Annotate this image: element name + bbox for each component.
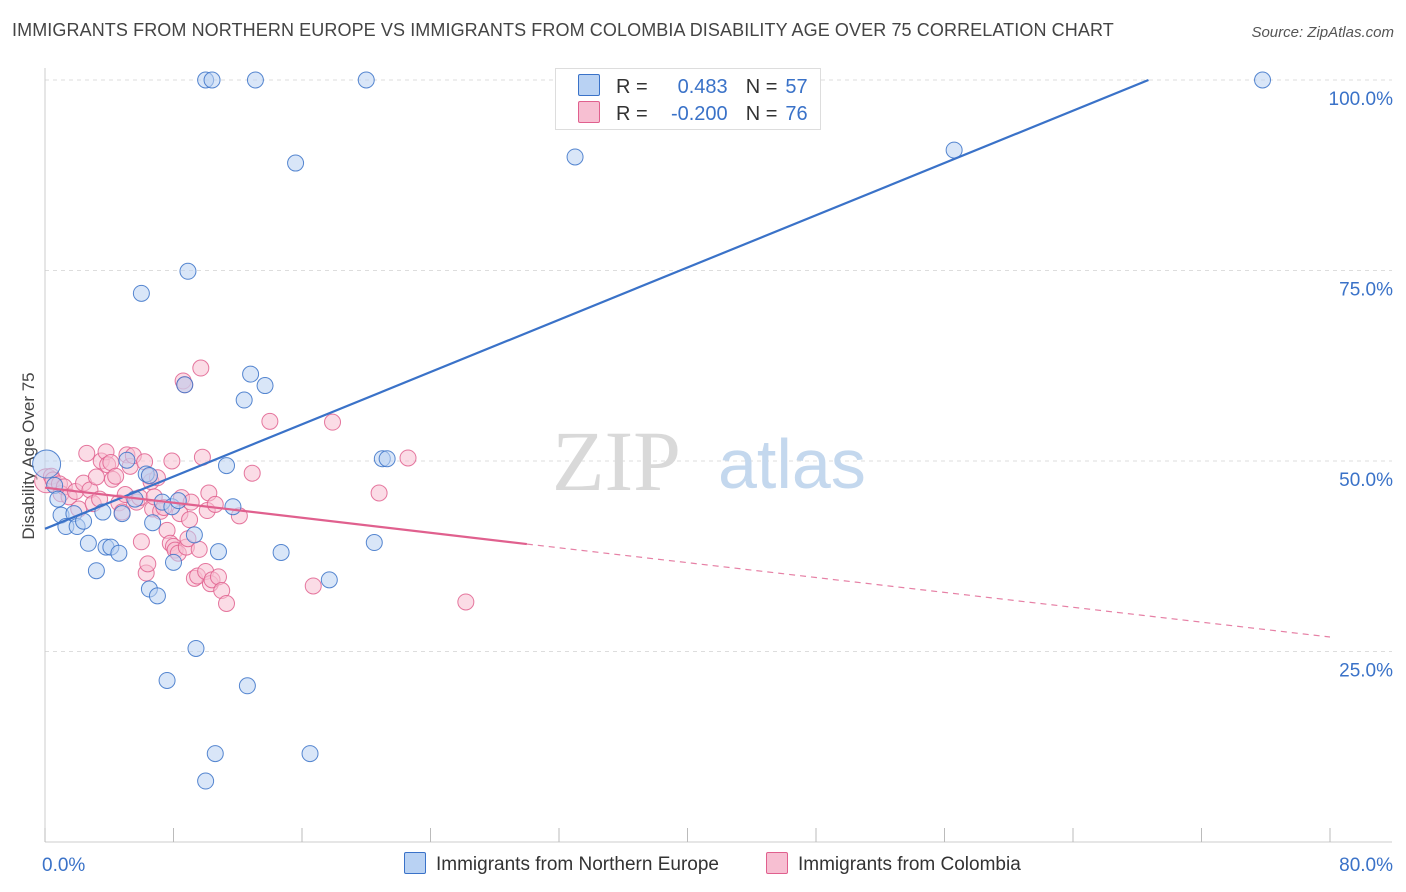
point-northern-europe [287, 154, 305, 172]
trend-line-northern-europe [44, 78, 1149, 530]
point-colombia [87, 468, 105, 486]
point-northern-europe [165, 553, 182, 571]
point-colombia [324, 413, 342, 431]
point-northern-europe [256, 377, 274, 395]
trend-line-colombia [44, 486, 528, 546]
point-northern-europe [179, 262, 197, 280]
point-northern-europe [87, 562, 105, 580]
point-northern-europe [209, 543, 227, 561]
y-axis-title: Disability Age Over 75 [19, 372, 38, 539]
correlation-legend: R = 0.483 N = 57 R = -0.200 N = 76 [555, 68, 821, 130]
point-northern-europe [79, 534, 97, 552]
point-northern-europe [365, 534, 383, 552]
legend-row-northern-europe: R = 0.483 N = 57 [578, 74, 808, 100]
point-northern-europe [158, 671, 176, 689]
legend-r-label: R = [616, 103, 648, 125]
point-northern-europe [148, 587, 166, 605]
point-colombia [107, 467, 125, 485]
point-northern-europe [187, 639, 205, 657]
legend-r-value: 0.483 [677, 76, 728, 98]
point-northern-europe [246, 71, 264, 89]
point-northern-europe [118, 451, 136, 469]
watermark-atlas: atlas [718, 425, 866, 503]
point-colombia [218, 594, 236, 612]
point-colombia [78, 444, 96, 462]
point-colombia [192, 359, 210, 377]
point-northern-europe [32, 449, 62, 479]
point-northern-europe [185, 526, 203, 544]
watermark-zip: ZIP [552, 413, 681, 509]
point-colombia [163, 452, 181, 470]
point-northern-europe [238, 677, 256, 695]
legend-n-label: N = [745, 103, 778, 125]
point-northern-europe [224, 498, 242, 516]
x-tick-label: 0.0% [42, 855, 85, 876]
tick-labels: 25.0% 50.0% 75.0% 100.0% 0.0% 80.0% [42, 89, 1393, 876]
point-colombia [304, 577, 322, 595]
point-colombia [457, 593, 475, 611]
legend-swatch-pink [578, 101, 600, 123]
point-colombia [206, 495, 224, 513]
point-northern-europe [203, 71, 221, 89]
legend-item-colombia[interactable]: Immigrants from Colombia [766, 852, 1021, 876]
legend-row-colombia: R = -0.200 N = 76 [578, 101, 808, 127]
point-northern-europe [206, 745, 224, 763]
legend-r-value: -0.200 [670, 103, 728, 125]
point-northern-europe [320, 571, 338, 589]
x-tick-label: 80.0% [1339, 855, 1393, 876]
point-colombia [190, 540, 208, 558]
point-northern-europe [197, 772, 215, 790]
point-northern-europe [49, 490, 67, 508]
point-colombia [399, 449, 417, 467]
point-northern-europe [113, 505, 131, 523]
y-tick-label: 50.0% [1339, 470, 1393, 491]
watermark: ZIP atlas [552, 413, 866, 509]
point-northern-europe [144, 514, 162, 532]
point-northern-europe [140, 466, 158, 484]
trend-lines [44, 78, 1331, 638]
point-northern-europe [242, 365, 260, 383]
legend-swatch-blue [404, 852, 426, 874]
legend-item-northern-europe[interactable]: Immigrants from Northern Europe [404, 852, 719, 876]
legend-n-value: 76 [785, 103, 808, 125]
point-northern-europe [218, 457, 236, 475]
point-northern-europe [110, 544, 128, 562]
point-northern-europe [378, 450, 396, 468]
gridlines [45, 79, 1392, 652]
point-colombia [261, 412, 279, 430]
trend-line-colombia-extrapolated [526, 543, 1331, 638]
point-colombia [181, 511, 199, 529]
point-northern-europe [301, 745, 319, 763]
point-northern-europe [132, 284, 150, 302]
point-colombia [132, 533, 150, 551]
point-northern-europe [357, 71, 375, 89]
y-axis-label: Disability Age Over 75 [19, 372, 38, 539]
point-northern-europe [176, 376, 194, 394]
legend-swatch-blue [578, 74, 600, 96]
legend-n-label: N = [745, 76, 778, 98]
legend-swatch-pink [766, 852, 788, 874]
point-northern-europe [235, 391, 253, 409]
legend-label-colombia: Immigrants from Colombia [798, 854, 1021, 875]
y-tick-label: 100.0% [1329, 89, 1394, 110]
point-colombia [139, 555, 157, 573]
legend-r-label: R = [616, 76, 648, 98]
y-tick-label: 75.0% [1339, 280, 1393, 301]
point-colombia [243, 464, 261, 482]
legend-label-northern-europe: Immigrants from Northern Europe [436, 854, 719, 875]
point-colombia [370, 484, 388, 502]
point-northern-europe [272, 543, 290, 561]
point-northern-europe [566, 148, 584, 166]
legend-n-value: 57 [785, 76, 808, 98]
point-northern-europe [169, 492, 187, 510]
y-tick-label: 25.0% [1339, 661, 1393, 682]
point-northern-europe [1254, 71, 1272, 89]
chart-title: IMMIGRANTS FROM NORTHERN EUROPE VS IMMIG… [12, 20, 1114, 40]
source-label: Source: ZipAtlas.com [1251, 24, 1394, 41]
